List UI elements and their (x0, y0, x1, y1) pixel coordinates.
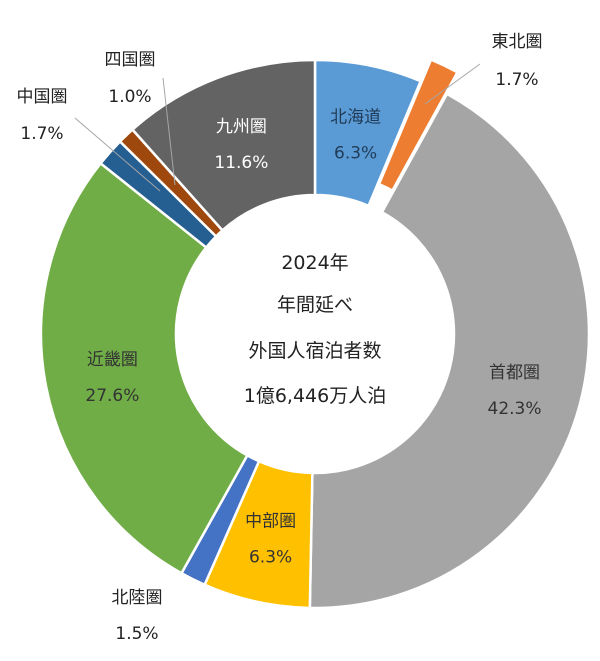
leader-line (424, 63, 481, 105)
labels-group: 北海道 6.3% 東北圏 1.7% 首都圏 42.3% 中部圏 6.3% 北陸圏 1.5% 近畿圏 2… (17, 32, 543, 644)
center-line-3: 外国人宿泊者数 (248, 340, 381, 362)
center-line-2: 年間延べ (277, 294, 353, 316)
slice-value-label: 1.5% (115, 624, 158, 644)
center-line-1: 2024年 (281, 252, 348, 274)
slice-name-label: 北海道 (330, 108, 381, 128)
slice-value-label: 6.3% (249, 548, 292, 568)
slice-value-label: 42.3% (488, 399, 542, 419)
slice-value-label: 6.3% (334, 144, 377, 164)
slice-value-label: 1.7% (20, 124, 63, 144)
center-line-4: 1億6,446万人泊 (244, 385, 386, 407)
leader-line (74, 117, 161, 192)
slice-name-label: 四国圏 (105, 50, 156, 70)
slice-name-label: 中国圏 (17, 87, 68, 107)
leader-lines-group (74, 63, 481, 192)
slice-name-label: 首都圏 (489, 363, 540, 383)
slice-value-label: 27.6% (85, 386, 139, 406)
slice-近畿圏 (39, 161, 249, 575)
slices-group (39, 57, 591, 610)
slice-name-label: 九州圏 (216, 117, 267, 137)
slice-首都圏 (308, 92, 591, 610)
slice-name-label: 北陸圏 (112, 588, 163, 608)
slice-九州圏 (130, 58, 317, 233)
slice-name-label: 近畿圏 (87, 350, 138, 370)
slice-value-label: 11.6% (214, 153, 268, 173)
slice-name-label: 東北圏 (492, 32, 543, 52)
slice-value-label: 1.0% (108, 87, 151, 107)
leader-line (162, 77, 176, 186)
slice-東北圏 (377, 57, 460, 193)
slice-北海道 (313, 58, 423, 208)
slice-value-label: 1.7% (495, 70, 538, 90)
slice-name-label: 中部圏 (245, 512, 296, 532)
center-label: 2024年 年間延べ 外国人宿泊者数 1億6,446万人泊 (244, 252, 386, 407)
